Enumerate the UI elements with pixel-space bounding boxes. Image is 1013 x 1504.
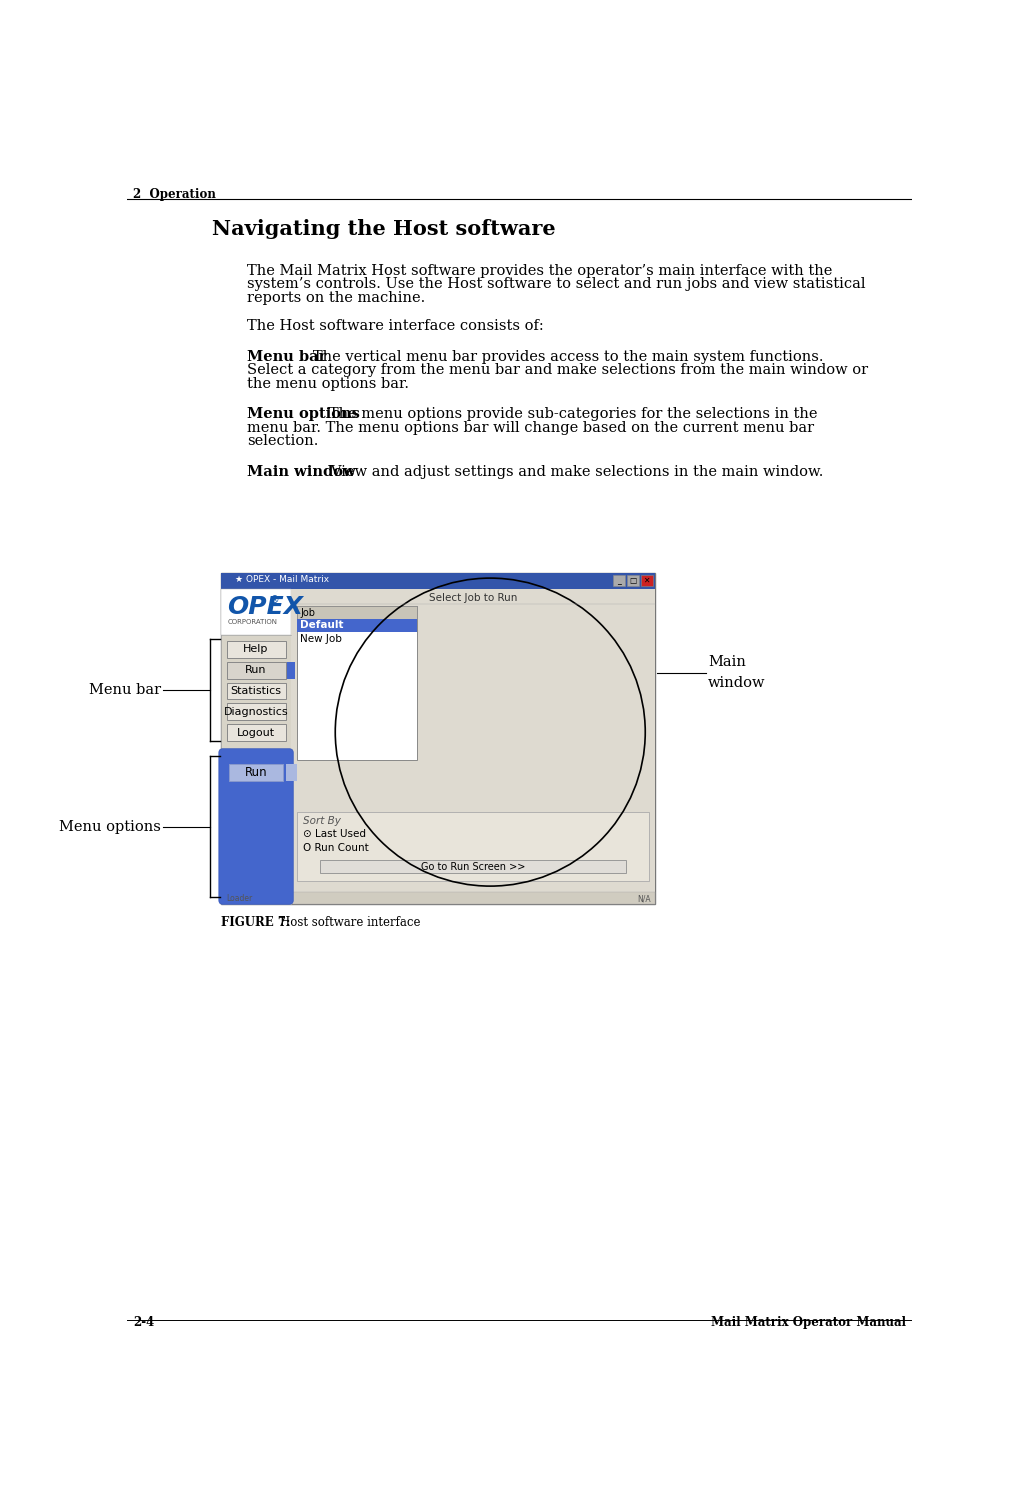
Bar bbox=[227, 683, 286, 699]
Text: CORPORATION: CORPORATION bbox=[227, 620, 278, 626]
Text: Navigating the Host software: Navigating the Host software bbox=[212, 220, 555, 239]
Text: Run: Run bbox=[245, 766, 267, 779]
Text: New Job: New Job bbox=[300, 635, 342, 644]
Bar bbox=[297, 606, 417, 620]
Text: View and adjust settings and make selections in the main window.: View and adjust settings and make select… bbox=[316, 465, 823, 478]
Text: ★ OPEX - Mail Matrix: ★ OPEX - Mail Matrix bbox=[235, 575, 329, 584]
Text: Diagnostics: Diagnostics bbox=[224, 707, 289, 717]
Text: window: window bbox=[708, 677, 766, 690]
Text: ⊙ Last Used: ⊙ Last Used bbox=[303, 829, 367, 839]
Text: 2  Operation: 2 Operation bbox=[133, 188, 216, 202]
Bar bbox=[297, 606, 417, 760]
Text: _: _ bbox=[617, 576, 621, 585]
Text: Loader: Loader bbox=[226, 895, 252, 904]
Text: Menu bar: Menu bar bbox=[247, 350, 326, 364]
Text: Statistics: Statistics bbox=[231, 686, 282, 696]
Text: Run: Run bbox=[245, 665, 266, 675]
Text: The Mail Matrix Host software provides the operator’s main interface with the: The Mail Matrix Host software provides t… bbox=[247, 263, 832, 278]
Text: 2-4: 2-4 bbox=[133, 1316, 154, 1330]
Text: Help: Help bbox=[243, 644, 268, 654]
Bar bbox=[221, 573, 655, 588]
Bar bbox=[221, 588, 291, 904]
Text: ✕: ✕ bbox=[643, 576, 649, 585]
Text: OPEX: OPEX bbox=[227, 594, 303, 618]
Text: Select a category from the menu bar and make selections from the main window or: Select a category from the menu bar and … bbox=[247, 364, 868, 378]
Text: menu bar. The menu options bar will change based on the current menu bar: menu bar. The menu options bar will chan… bbox=[247, 421, 813, 435]
Text: Menu options: Menu options bbox=[247, 408, 360, 421]
Bar bbox=[227, 641, 286, 657]
Bar bbox=[641, 576, 652, 585]
Text: Menu options: Menu options bbox=[59, 820, 161, 833]
Bar bbox=[613, 576, 625, 585]
Text: Menu bar: Menu bar bbox=[88, 683, 161, 696]
Text: Main: Main bbox=[708, 654, 746, 669]
Text: The Host software interface consists of:: The Host software interface consists of: bbox=[247, 319, 544, 334]
Bar bbox=[286, 764, 297, 781]
Text: selection.: selection. bbox=[247, 435, 318, 448]
Text: FIGURE 7:: FIGURE 7: bbox=[221, 916, 291, 929]
Text: Default: Default bbox=[300, 620, 343, 630]
Bar bbox=[291, 588, 655, 904]
Text: Job: Job bbox=[300, 608, 315, 618]
Text: ®: ® bbox=[269, 594, 279, 605]
Text: Select Job to Run: Select Job to Run bbox=[428, 593, 518, 603]
Bar bbox=[221, 573, 655, 904]
Bar bbox=[286, 662, 295, 678]
Bar bbox=[227, 723, 286, 741]
Text: N/A: N/A bbox=[637, 895, 650, 904]
Text: Go to Run Screen >>: Go to Run Screen >> bbox=[420, 862, 525, 871]
Bar bbox=[627, 576, 639, 585]
Text: O Run Count: O Run Count bbox=[303, 842, 369, 853]
Text: Host software interface: Host software interface bbox=[264, 916, 420, 929]
Bar bbox=[297, 812, 649, 881]
Bar bbox=[221, 892, 655, 904]
Text: the menu options bar.: the menu options bar. bbox=[247, 378, 409, 391]
Text: □: □ bbox=[629, 576, 636, 585]
Bar bbox=[320, 860, 626, 874]
Bar bbox=[227, 704, 286, 720]
Text: reports on the machine.: reports on the machine. bbox=[247, 290, 425, 305]
Bar bbox=[297, 620, 417, 633]
Bar bbox=[229, 764, 284, 781]
Bar bbox=[221, 588, 291, 635]
Bar bbox=[227, 662, 286, 678]
FancyBboxPatch shape bbox=[219, 749, 293, 904]
Text: Mail Matrix Operator Manual: Mail Matrix Operator Manual bbox=[710, 1316, 906, 1330]
Text: Main window: Main window bbox=[247, 465, 356, 478]
Text: system’s controls. Use the Host software to select and run jobs and view statist: system’s controls. Use the Host software… bbox=[247, 277, 865, 292]
Text: The menu options provide sub-categories for the selections in the: The menu options provide sub-categories … bbox=[315, 408, 817, 421]
Text: Sort By: Sort By bbox=[303, 815, 341, 826]
Text: Logout: Logout bbox=[237, 728, 276, 737]
Text: The vertical menu bar provides access to the main system functions.: The vertical menu bar provides access to… bbox=[300, 350, 824, 364]
